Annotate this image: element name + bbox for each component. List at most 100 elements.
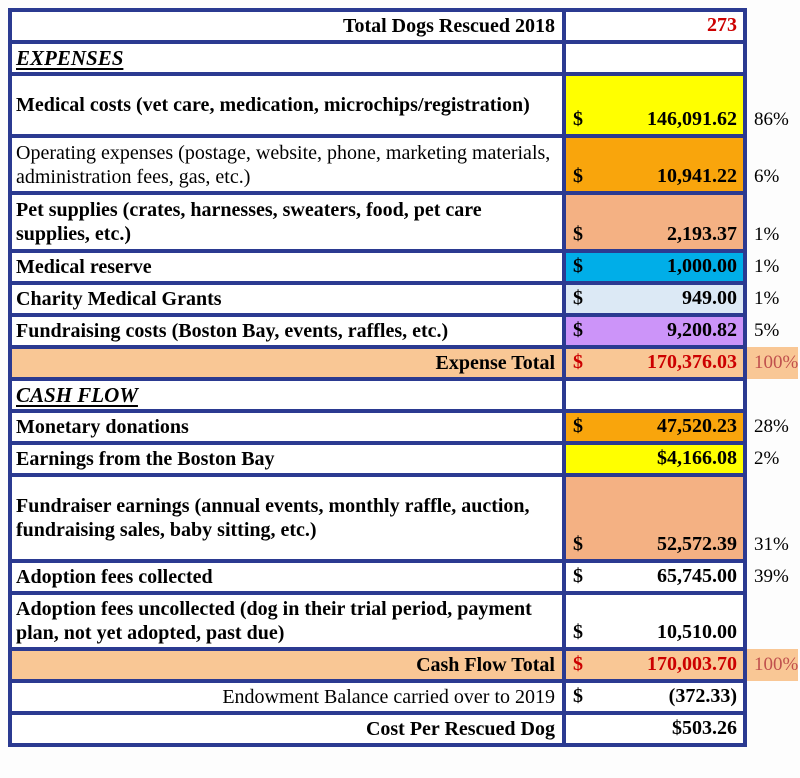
percent-value: 31% (754, 534, 789, 555)
row-label-cell: Adoption fees collected (8, 559, 566, 595)
amount-wrap: $170,003.70 (573, 653, 737, 676)
amount-value: 146,091.62 (647, 108, 737, 130)
amount-value: 47,520.23 (657, 415, 737, 437)
currency-symbol: $ (573, 165, 583, 187)
amount-value: 2,193.37 (667, 223, 737, 245)
amount-wrap: $2,193.37 (573, 223, 737, 246)
row-label-cell: Endowment Balance carried over to 2019 (8, 679, 566, 715)
currency-symbol: $ (573, 415, 583, 437)
amount-value: (372.33) (668, 685, 737, 707)
percent-value: 100% (754, 654, 799, 675)
amount-cell: $949.00 (562, 281, 747, 317)
row-label-cell: Fundraising costs (Boston Bay, events, r… (8, 313, 566, 349)
amount-cell: $2,193.37 (562, 191, 747, 253)
amount-wrap: $52,572.39 (573, 533, 737, 556)
amount-wrap: $65,745.00 (573, 565, 737, 588)
currency-symbol: $ (573, 351, 583, 373)
table-row: Operating expenses (postage, website, ph… (8, 134, 800, 195)
amount-value: 65,745.00 (657, 565, 737, 587)
amount-cell: $170,376.03 (562, 345, 747, 381)
percent-value: 28% (754, 416, 789, 437)
table-row: Monetary donations $47,520.23 28% (8, 409, 800, 445)
amount-value: 170,376.03 (647, 351, 737, 373)
amount-cell: $503.26 (562, 711, 747, 747)
amount-cell: $10,941.22 (562, 134, 747, 195)
rescue-financial-table: Total Dogs Rescued 2018 273 EXPENSES Medica… (8, 8, 800, 747)
currency-symbol: $ (573, 621, 583, 643)
row-label-cell: Medical costs (vet care, medication, mic… (8, 72, 566, 138)
amount-wrap: $10,510.00 (573, 621, 737, 644)
amount-cell: $1,000.00 (562, 249, 747, 285)
percent-value: 1% (754, 224, 780, 245)
row-label-cell: Cost Per Rescued Dog (8, 711, 566, 747)
amount-cell: $9,200.82 (562, 313, 747, 349)
percent-cell: 5% (745, 315, 800, 347)
amount-cell (562, 377, 747, 413)
amount-cell: $65,745.00 (562, 559, 747, 595)
amount-cell: $47,520.23 (562, 409, 747, 445)
percent-cell: 31% (745, 475, 800, 561)
amount-value: 949.00 (682, 287, 737, 309)
row-label-cell: EXPENSES (8, 40, 566, 76)
amount-wrap: $ (372.33) (573, 685, 737, 708)
percent-value: 2% (754, 448, 780, 469)
row-label-cell: Charity Medical Grants (8, 281, 566, 317)
amount-value: 10,941.22 (657, 165, 737, 187)
amount-cell: $146,091.62 (562, 72, 747, 138)
table-row: Earnings from the Boston Bay $4,166.08 2% (8, 441, 800, 477)
percent-value: 86% (754, 109, 789, 130)
percent-cell: 1% (745, 283, 800, 315)
table-row: Endowment Balance carried over to 2019 $ (… (8, 679, 800, 715)
percent-cell (745, 379, 800, 411)
percent-value: 100% (754, 352, 799, 373)
table-row: Medical reserve $1,000.00 1% (8, 249, 800, 285)
amount-wrap: 273 (573, 14, 737, 37)
percent-cell: 1% (745, 193, 800, 251)
amount-value: 52,572.39 (657, 533, 737, 555)
row-label-cell: Pet supplies (crates, harnesses, sweater… (8, 191, 566, 253)
row-label-cell: CASH FLOW (8, 377, 566, 413)
amount-cell: $ (372.33) (562, 679, 747, 715)
table-row: Fundraising costs (Boston Bay, events, r… (8, 313, 800, 349)
table-row: CASH FLOW (8, 377, 800, 413)
table-row: Charity Medical Grants $949.00 1% (8, 281, 800, 317)
currency-symbol: $ (573, 565, 583, 587)
amount-cell: $52,572.39 (562, 473, 747, 563)
amount-cell: $10,510.00 (562, 591, 747, 651)
percent-cell: 100% (745, 649, 800, 681)
table-row: Fundraiser earnings (annual events, mont… (8, 473, 800, 563)
amount-wrap: $47,520.23 (573, 415, 737, 438)
percent-cell (745, 42, 800, 74)
percent-cell: 2% (745, 443, 800, 475)
percent-cell: 39% (745, 561, 800, 593)
amount-cell (562, 40, 747, 76)
table-row: Adoption fees collected $65,745.00 39% (8, 559, 800, 595)
currency-symbol: $ (573, 287, 583, 309)
currency-symbol: $ (573, 223, 583, 245)
percent-cell (745, 681, 800, 713)
percent-value: 5% (754, 320, 780, 341)
amount-wrap: $146,091.62 (573, 108, 737, 131)
table-body: Total Dogs Rescued 2018 273 EXPENSES Medica… (8, 8, 800, 747)
amount-value: $4,166.08 (657, 447, 737, 469)
currency-symbol: $ (573, 685, 583, 707)
table-row: EXPENSES (8, 40, 800, 76)
table-row: Medical costs (vet care, medication, mic… (8, 72, 800, 138)
table-row: Cash Flow Total $170,003.70 100% (8, 647, 800, 683)
table-row: Total Dogs Rescued 2018 273 (8, 8, 800, 44)
row-label-cell: Earnings from the Boston Bay (8, 441, 566, 477)
percent-cell: 1% (745, 251, 800, 283)
currency-symbol: $ (573, 108, 583, 130)
percent-cell: 100% (745, 347, 800, 379)
row-label-cell: Expense Total (8, 345, 566, 381)
amount-cell: 273 (562, 8, 747, 44)
amount-wrap: $10,941.22 (573, 165, 737, 188)
amount-value: 273 (707, 14, 737, 36)
currency-symbol: $ (573, 255, 583, 277)
amount-value: 170,003.70 (647, 653, 737, 675)
amount-wrap: $4,166.08 (573, 447, 737, 470)
table-row: Expense Total $170,376.03 100% (8, 345, 800, 381)
amount-wrap: $170,376.03 (573, 351, 737, 374)
percent-value: 1% (754, 256, 780, 277)
